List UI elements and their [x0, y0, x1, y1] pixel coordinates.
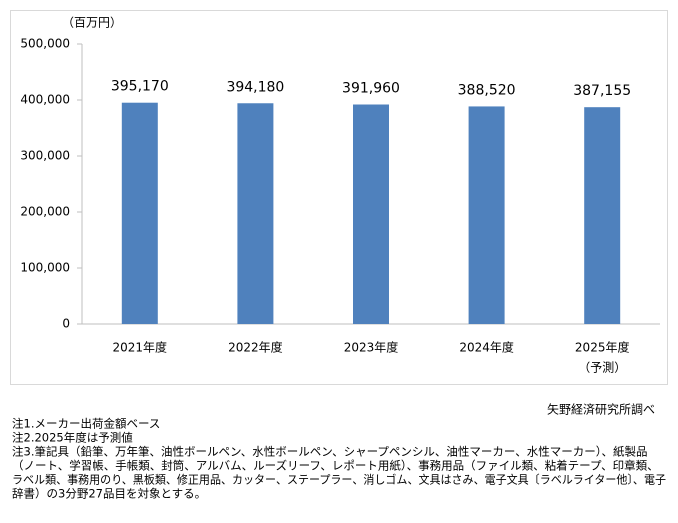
chart-frame	[10, 10, 668, 385]
y-tick-label: 100,000	[20, 261, 70, 275]
x-tick-label: 2023年度	[344, 340, 399, 355]
y-tick-label: 300,000	[20, 149, 70, 163]
forecast-label: （予測）	[578, 361, 626, 375]
y-tick-label: 200,000	[20, 205, 70, 219]
value-label: 394,180	[226, 79, 284, 95]
y-tick-label: 400,000	[20, 93, 70, 107]
note: 注3.筆記具（鉛筆、万年筆、油性ボールペン、水性ボールペン、シャープペンシル、油…	[12, 445, 648, 459]
note: 注2.2025年度は予測値	[12, 431, 133, 445]
y-tick-label: 0	[62, 317, 70, 331]
x-tick-label: 2025年度	[575, 340, 630, 355]
y-tick-label: 500,000	[20, 37, 70, 51]
bar	[121, 102, 158, 324]
note: 辞書）の3分野27品目を対象とする。	[12, 487, 206, 501]
bar	[584, 107, 621, 324]
x-tick-label: 2022年度	[228, 340, 283, 355]
value-label: 391,960	[342, 81, 400, 97]
bar	[468, 106, 505, 324]
source: 矢野経済研究所調べ	[547, 402, 655, 417]
value-label: 395,170	[111, 79, 169, 95]
value-label: 388,520	[458, 82, 516, 98]
note: 注1.メーカー出荷金額ベース	[12, 417, 160, 431]
bar	[353, 104, 389, 324]
x-tick-label: 2021年度	[113, 340, 168, 355]
y-axis-label: （百万円）	[62, 16, 122, 30]
note: （ノート、学習帳、手帳類、封筒、アルバム、ルーズリーフ、レポート用紙）、事務用品…	[12, 459, 659, 473]
bar	[237, 103, 274, 324]
x-tick-label: 2024年度	[459, 340, 514, 355]
value-label: 387,155	[573, 83, 631, 99]
note: ラベル類、事務用のり、黒板類、修正用品、カッター、ステープラー、消しゴム、文具は…	[12, 473, 666, 487]
